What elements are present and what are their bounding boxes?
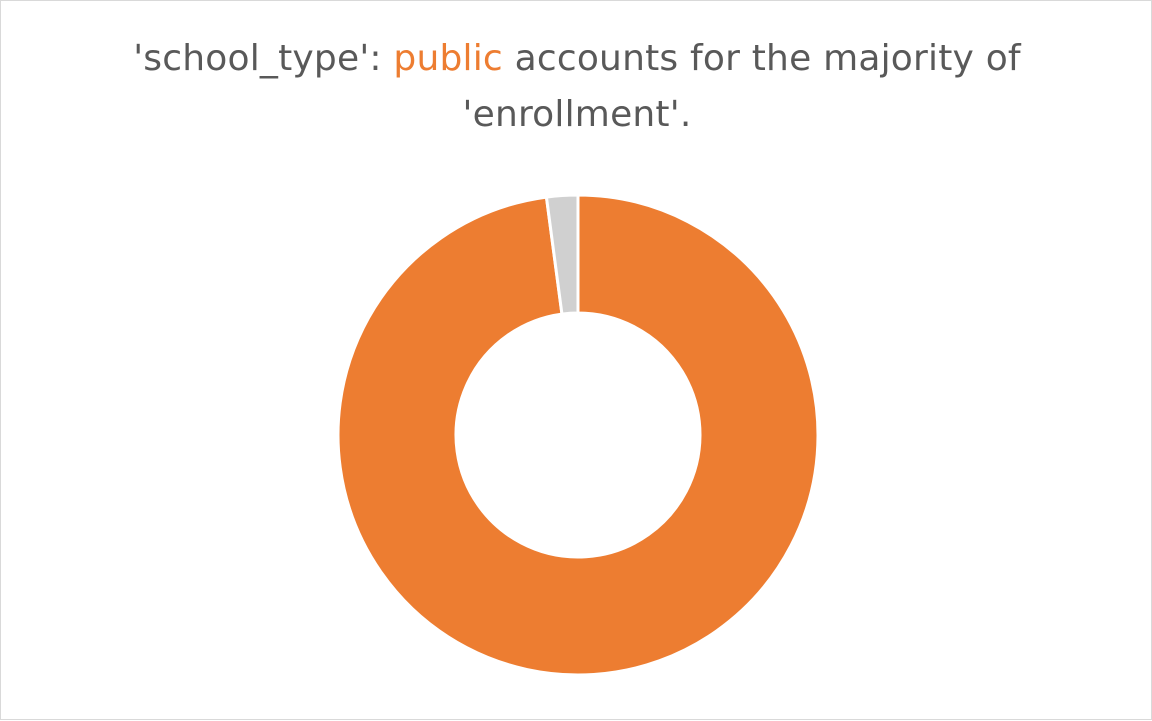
donut-slice-other: [544, 193, 580, 316]
donut-slice-public: [336, 193, 820, 677]
title-line2: 'enrollment'.: [462, 94, 692, 135]
chart-title: 'school_type': public accounts for the m…: [1, 31, 1152, 143]
title-rest: accounts for the majority of: [502, 38, 1021, 79]
title-prefix: 'school_type':: [133, 38, 394, 79]
title-highlight: public: [393, 38, 503, 79]
